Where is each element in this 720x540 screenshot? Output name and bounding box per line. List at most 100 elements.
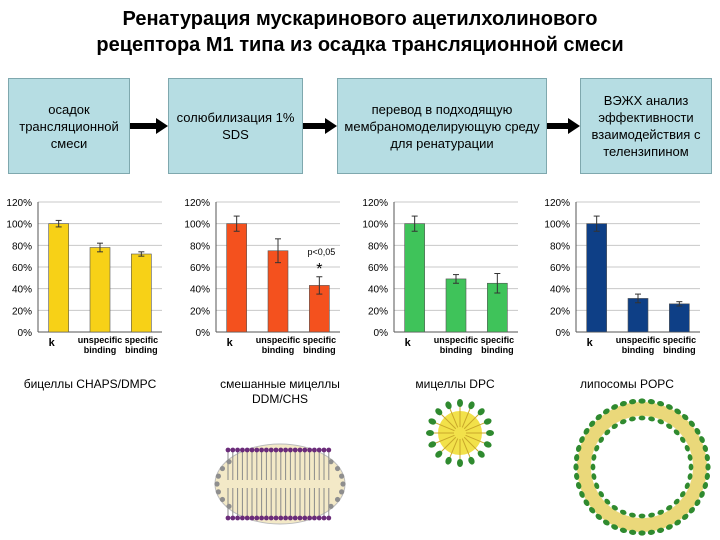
y-tick-label: 120%	[544, 198, 570, 209]
category-label: unspecific binding	[78, 335, 123, 355]
lipid-head	[259, 447, 264, 453]
category-label: unspecific binding	[434, 335, 479, 355]
lipid-head	[292, 447, 298, 453]
lipid-head	[602, 408, 610, 415]
lipid-head	[595, 513, 602, 520]
lipid-head	[666, 423, 673, 430]
lipid-head	[278, 447, 284, 453]
lipid-head	[321, 515, 327, 521]
significance-annotation: p<0,05	[307, 247, 335, 257]
lipid-head	[657, 509, 665, 515]
detergent-head	[483, 441, 492, 448]
lipid-head	[573, 463, 579, 471]
detergent-head	[214, 481, 220, 487]
category-label: k	[405, 337, 412, 349]
lipid-head	[244, 515, 250, 521]
lipid-head	[657, 400, 665, 407]
lipid-head	[682, 414, 689, 421]
step-label-1: осадок трансляционной смеси	[19, 101, 119, 151]
lipid-head	[230, 515, 236, 521]
lipid-head	[705, 463, 711, 471]
lipid-head	[579, 490, 585, 498]
y-tick-label: 40%	[190, 285, 210, 296]
lipid-head	[598, 491, 605, 498]
dpc-micelle-illustration	[426, 399, 494, 467]
lipid-head	[307, 515, 312, 521]
detergent-head	[339, 473, 345, 479]
lipid-head	[326, 447, 332, 453]
caption-popc-liposomes: липосомы POPC	[580, 377, 674, 391]
lipid-head	[297, 515, 303, 521]
lipid-head	[611, 504, 618, 511]
lipid-head	[674, 519, 682, 526]
lipid-head	[679, 491, 686, 498]
arrow-icon	[303, 118, 337, 134]
lipid-head	[264, 515, 269, 521]
detergent-head	[226, 503, 232, 509]
lipid-head	[629, 416, 636, 422]
lipid-head	[647, 399, 655, 405]
detergent-tail	[441, 414, 457, 430]
lipid-head	[684, 444, 690, 452]
y-tick-label: 80%	[190, 241, 210, 252]
bar	[404, 223, 425, 333]
y-tick-label: 0%	[18, 328, 33, 339]
lipid-head	[594, 444, 600, 452]
lipid-head	[288, 447, 293, 453]
y-tick-label: 120%	[362, 198, 388, 209]
detergent-head	[435, 450, 443, 458]
y-tick-label: 60%	[368, 263, 388, 274]
lipid-head	[699, 436, 705, 444]
step-box-3: перевод в подходящую мембраномоделирующу…	[337, 78, 547, 174]
y-tick-label: 20%	[368, 306, 388, 317]
bar	[627, 298, 649, 333]
detergent-head	[468, 456, 475, 465]
y-tick-label: 20%	[550, 306, 570, 317]
detergent-head	[468, 401, 475, 410]
lipid-head	[594, 482, 600, 490]
detergent-head	[426, 430, 434, 436]
lipid-head	[619, 419, 627, 425]
lipid-head	[657, 419, 665, 425]
lipid-head	[591, 473, 597, 480]
category-label: unspecific binding	[616, 335, 661, 355]
y-tick-label: 60%	[550, 263, 570, 274]
lipid-head	[583, 499, 590, 507]
lipid-head	[694, 499, 701, 507]
lipid-head	[574, 454, 580, 462]
lipid-head	[302, 447, 308, 453]
lipid-head	[687, 454, 693, 461]
detergent-tail	[449, 408, 459, 428]
lipid-head	[254, 515, 260, 521]
y-tick-label: 100%	[6, 220, 32, 231]
detergent-head	[428, 418, 437, 425]
page-title: Ренатурация мускаринового ацетилхолиново…	[0, 6, 720, 58]
arrow-icon	[547, 118, 580, 134]
caption-dpc-micelles: мицеллы DPC	[415, 377, 495, 391]
lipid-head	[688, 463, 694, 471]
y-tick-label: 0%	[196, 328, 211, 339]
bar-chart-4: 0% 20% 40% 60% 80% 100% 120% k unspecific binding…	[544, 198, 700, 355]
y-tick-label: 80%	[368, 241, 388, 252]
y-tick-label: 0%	[374, 328, 389, 339]
detergent-tail	[435, 434, 455, 444]
caption-bicelles: бицеллы CHAPS/DMPC	[23, 377, 157, 391]
y-tick-label: 40%	[12, 285, 32, 296]
bar	[48, 223, 69, 333]
significance-star: *	[316, 261, 322, 278]
lipid-head	[244, 447, 250, 453]
y-tick-label: 60%	[12, 263, 32, 274]
lipid-head	[611, 423, 618, 430]
detergent-tail	[463, 414, 479, 430]
lipid-head	[673, 429, 680, 436]
lipid-head	[665, 404, 673, 410]
lipid-head	[595, 414, 602, 421]
micelle-core	[214, 443, 346, 525]
arrow-icon	[130, 118, 168, 134]
lipid-head	[602, 519, 610, 526]
lipid-head	[604, 498, 611, 505]
lipid-head	[326, 515, 332, 521]
lipid-head	[249, 515, 255, 521]
lipid-head	[297, 447, 303, 453]
y-tick-label: 80%	[12, 241, 32, 252]
